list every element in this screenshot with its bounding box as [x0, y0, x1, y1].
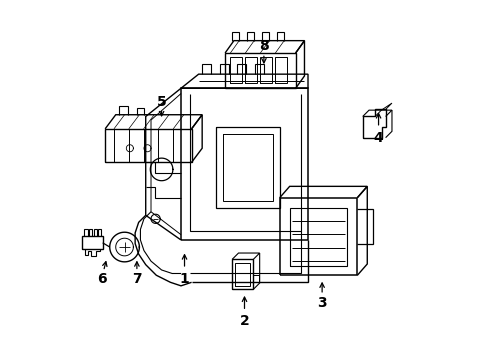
Text: 1: 1	[179, 272, 189, 286]
Text: 8: 8	[259, 39, 268, 53]
Text: 3: 3	[317, 297, 326, 310]
Text: 5: 5	[156, 95, 166, 109]
Text: 4: 4	[373, 131, 383, 145]
Text: 2: 2	[239, 314, 249, 328]
Text: 6: 6	[97, 272, 106, 286]
Text: 7: 7	[132, 272, 142, 286]
